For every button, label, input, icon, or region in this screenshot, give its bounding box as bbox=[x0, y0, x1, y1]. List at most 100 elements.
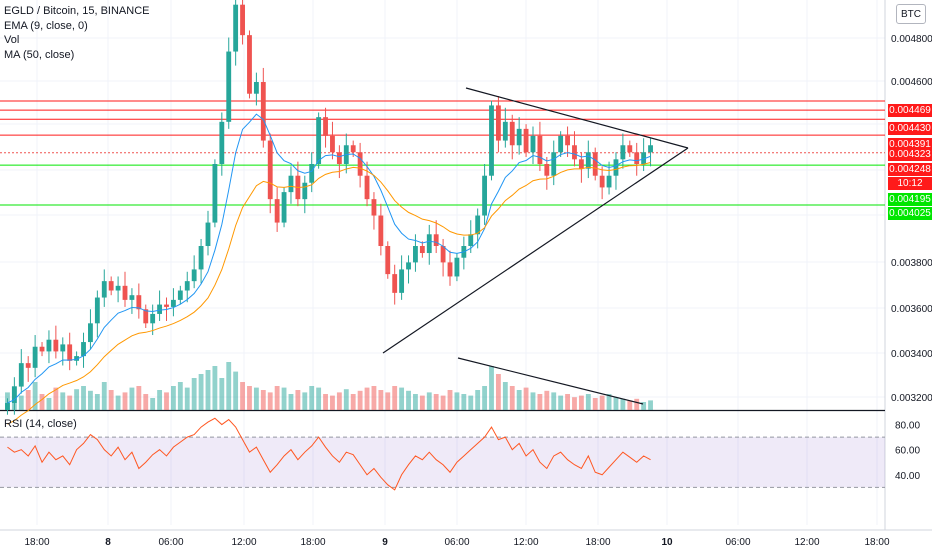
candle-body bbox=[53, 339, 59, 352]
candle-body bbox=[413, 246, 418, 263]
volume-bar bbox=[164, 392, 169, 410]
candle-body bbox=[81, 342, 86, 357]
rsi-band bbox=[0, 437, 885, 488]
volume-bar bbox=[578, 395, 584, 410]
candle-body bbox=[25, 363, 31, 368]
volume-bar bbox=[565, 394, 570, 410]
volume-bar bbox=[495, 374, 501, 410]
candle-body bbox=[32, 346, 38, 368]
candle-body bbox=[129, 295, 135, 300]
volume-bar bbox=[447, 390, 453, 410]
candle-body bbox=[94, 297, 100, 324]
triangle-upper-line bbox=[465, 87, 689, 149]
volume-bar bbox=[392, 386, 398, 410]
candle-body bbox=[164, 304, 169, 307]
volume-bar bbox=[606, 394, 612, 410]
candle-body bbox=[509, 121, 515, 146]
candle-body bbox=[233, 4, 239, 52]
candle-body bbox=[336, 152, 342, 164]
ma-line bbox=[7, 161, 651, 425]
candle-body bbox=[288, 175, 294, 193]
ma-indicator-label[interactable]: MA (50, close) bbox=[4, 48, 75, 61]
volume-bar bbox=[413, 394, 418, 410]
candle-body bbox=[302, 182, 308, 200]
volume-bar bbox=[281, 387, 287, 410]
candle-body bbox=[184, 281, 190, 291]
volume-bar bbox=[516, 390, 522, 410]
candle-body bbox=[281, 192, 287, 223]
candle-body bbox=[530, 135, 536, 153]
candle-body bbox=[399, 269, 405, 293]
candle-body bbox=[115, 285, 121, 291]
volume-bar bbox=[233, 371, 239, 410]
candle-body bbox=[440, 246, 446, 263]
candle-body bbox=[18, 363, 24, 387]
candle-body bbox=[454, 257, 460, 277]
candle-body bbox=[551, 152, 557, 176]
volume-bar bbox=[39, 394, 45, 410]
candle-body bbox=[136, 295, 142, 310]
volume-bar bbox=[11, 386, 17, 410]
ema-indicator-label[interactable]: EMA (9, close, 0) bbox=[4, 19, 88, 32]
volume-bar bbox=[323, 394, 328, 410]
vol-indicator-label[interactable]: Vol bbox=[4, 34, 20, 46]
volume-bar bbox=[247, 386, 252, 410]
candle-body bbox=[599, 175, 605, 188]
candle-body bbox=[572, 145, 577, 160]
volume-bar bbox=[648, 400, 653, 410]
volume-bar bbox=[94, 394, 100, 410]
currency-button[interactable]: BTC bbox=[896, 4, 926, 24]
candle-body bbox=[170, 299, 176, 307]
candle-body bbox=[60, 344, 66, 352]
y-tick-label: 0.003400 bbox=[891, 349, 932, 360]
candle-body bbox=[419, 246, 425, 254]
x-tick-label: 10 bbox=[661, 537, 673, 548]
volume-bar bbox=[212, 366, 218, 410]
volume-bar bbox=[585, 394, 591, 410]
candle-body bbox=[88, 323, 93, 343]
volume-bar bbox=[419, 395, 425, 410]
volume-bar bbox=[129, 387, 135, 410]
candle-body bbox=[537, 135, 543, 164]
x-tick-label: 8 bbox=[105, 537, 111, 548]
x-tick-label: 06:00 bbox=[444, 537, 469, 548]
volume-bar bbox=[150, 398, 156, 410]
price-tag: 0.004248 bbox=[888, 163, 932, 176]
candle-body bbox=[157, 304, 163, 314]
volume-bar bbox=[177, 382, 183, 410]
volume-bar bbox=[530, 392, 536, 410]
volume-bar bbox=[599, 395, 605, 410]
rsi-indicator-label[interactable]: RSI (14, close) bbox=[4, 418, 77, 430]
candle-body bbox=[274, 199, 280, 223]
candle-body bbox=[205, 222, 211, 246]
x-tick-label: 06:00 bbox=[725, 537, 750, 548]
candle-body bbox=[516, 128, 522, 146]
volume-bar bbox=[634, 398, 640, 410]
volume-bar bbox=[295, 390, 301, 410]
volume-bar bbox=[330, 395, 335, 410]
candle-body bbox=[323, 117, 328, 136]
y-tick-label: 0.004800 bbox=[891, 34, 932, 45]
rsi-tick-label: 80.00 bbox=[895, 421, 920, 432]
candle-body bbox=[592, 152, 598, 176]
volume-bar bbox=[108, 390, 114, 410]
volume-bar bbox=[613, 397, 619, 410]
candle-body bbox=[489, 105, 494, 176]
volume-bar bbox=[260, 390, 266, 410]
volume-bar bbox=[67, 395, 73, 410]
x-tick-label: 12:00 bbox=[794, 537, 819, 548]
candle-body bbox=[502, 121, 508, 141]
x-tick-label: 9 bbox=[382, 537, 388, 548]
volume-bar bbox=[253, 387, 259, 410]
volume-bar bbox=[433, 394, 439, 410]
candle-body bbox=[67, 344, 73, 361]
volume-bar bbox=[385, 392, 391, 410]
volume-bar bbox=[461, 394, 467, 410]
candle-body bbox=[648, 145, 653, 153]
x-tick-label: 18:00 bbox=[300, 537, 325, 548]
volume-bar bbox=[537, 394, 543, 410]
x-tick-label: 18:00 bbox=[585, 537, 610, 548]
candle-body bbox=[447, 262, 453, 277]
candle-body bbox=[585, 152, 591, 169]
